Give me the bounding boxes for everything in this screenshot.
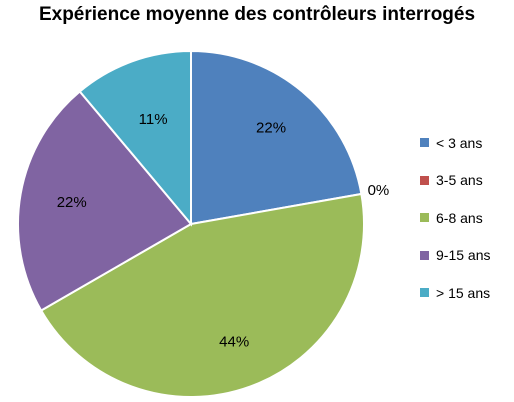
legend-swatch (420, 175, 429, 185)
pie-label-3-5-ans: 0% (368, 182, 390, 199)
pie-label-6-8-ans: 44% (219, 334, 249, 351)
legend-swatch (420, 213, 429, 222)
chart-title: Expérience moyenne des contrôleurs inter… (38, 4, 476, 25)
pie-slice-9-15-ans (17, 90, 193, 312)
pie-label-15-ans: 11% (139, 111, 168, 128)
legend-item: 9-15 ans (420, 247, 491, 263)
pie-labels: 22% 0% 44% 22% 11% (57, 111, 390, 351)
pie-label-3-ans: 22% (256, 120, 286, 137)
legend-item: 6-8 ans (420, 209, 490, 226)
pie-label-9-15-ans: 22% (57, 194, 87, 211)
legend-item: > 15 ans (420, 284, 491, 301)
legend-swatch (420, 250, 429, 260)
legend-label: 3-5 ans (436, 172, 483, 188)
legend-swatch (420, 288, 429, 297)
legend-label: > 15 ans (436, 284, 491, 301)
pie-slice-15-ans (78, 49, 192, 227)
legend: < 3 ans 3-5 ans 6-8 ans 9-15 ans > 15 ans (420, 135, 490, 323)
pie-slice-3-ans (190, 49, 363, 226)
legend-item: 3-5 ans (420, 172, 490, 188)
legend-item: < 3 ans (420, 134, 490, 151)
legend-label: 6-8 ans (436, 209, 483, 226)
legend-label: 9-15 ans (436, 247, 491, 263)
legend-swatch (420, 138, 429, 147)
legend-label: < 3 ans (436, 134, 483, 151)
pie-slice-6-8-ans (39, 192, 365, 398)
pie-slices (17, 49, 365, 398)
